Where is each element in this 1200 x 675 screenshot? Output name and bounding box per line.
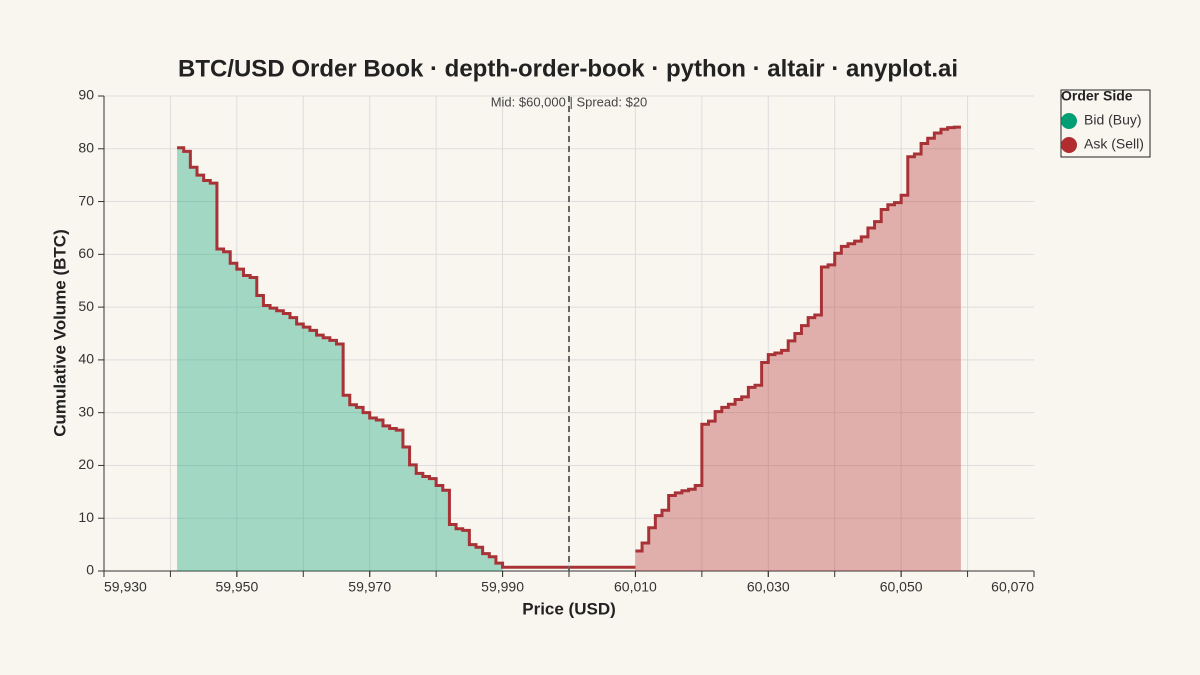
y-tick-label: 70 bbox=[78, 192, 94, 208]
y-tick-label: 90 bbox=[78, 87, 94, 103]
y-tick-label: 0 bbox=[86, 562, 94, 578]
legend-box bbox=[1060, 89, 1151, 158]
x-tick-label: 59,970 bbox=[348, 579, 391, 595]
y-tick-label: 80 bbox=[78, 139, 94, 155]
legend-swatch bbox=[1061, 113, 1077, 129]
x-tick-label: 59,930 bbox=[104, 579, 147, 595]
depth-line bbox=[177, 146, 636, 569]
depth-area bbox=[177, 147, 503, 571]
y-axis-title: Cumulative Volume (BTC) bbox=[50, 229, 69, 436]
y-tick-label: 60 bbox=[78, 245, 94, 261]
x-tick-label: 60,050 bbox=[880, 579, 923, 595]
x-tick-label: 59,990 bbox=[481, 579, 524, 595]
x-tick-label: 60,010 bbox=[614, 579, 657, 595]
legend-label: Ask (Sell) bbox=[1084, 136, 1144, 152]
y-tick-label: 30 bbox=[78, 403, 94, 419]
x-tick-label: 60,070 bbox=[991, 579, 1034, 595]
x-tick-label: 60,030 bbox=[747, 579, 790, 595]
legend-swatch bbox=[1061, 137, 1077, 153]
depth-line bbox=[635, 125, 961, 553]
y-tick-label: 10 bbox=[78, 509, 94, 525]
x-axis-title: Price (USD) bbox=[522, 599, 616, 618]
y-tick-label: 40 bbox=[78, 351, 94, 367]
y-tick-label: 50 bbox=[78, 298, 94, 314]
depth-area bbox=[635, 127, 961, 571]
legend-label: Bid (Buy) bbox=[1084, 112, 1142, 128]
annotation: Mid: $60,000 | Spread: $20 bbox=[491, 94, 648, 109]
chart-title: BTC/USD Order Book · depth-order-book · … bbox=[178, 55, 958, 82]
legend-title: Order Side bbox=[1061, 88, 1133, 104]
y-tick-label: 20 bbox=[78, 456, 94, 472]
x-tick-label: 59,950 bbox=[215, 579, 258, 595]
